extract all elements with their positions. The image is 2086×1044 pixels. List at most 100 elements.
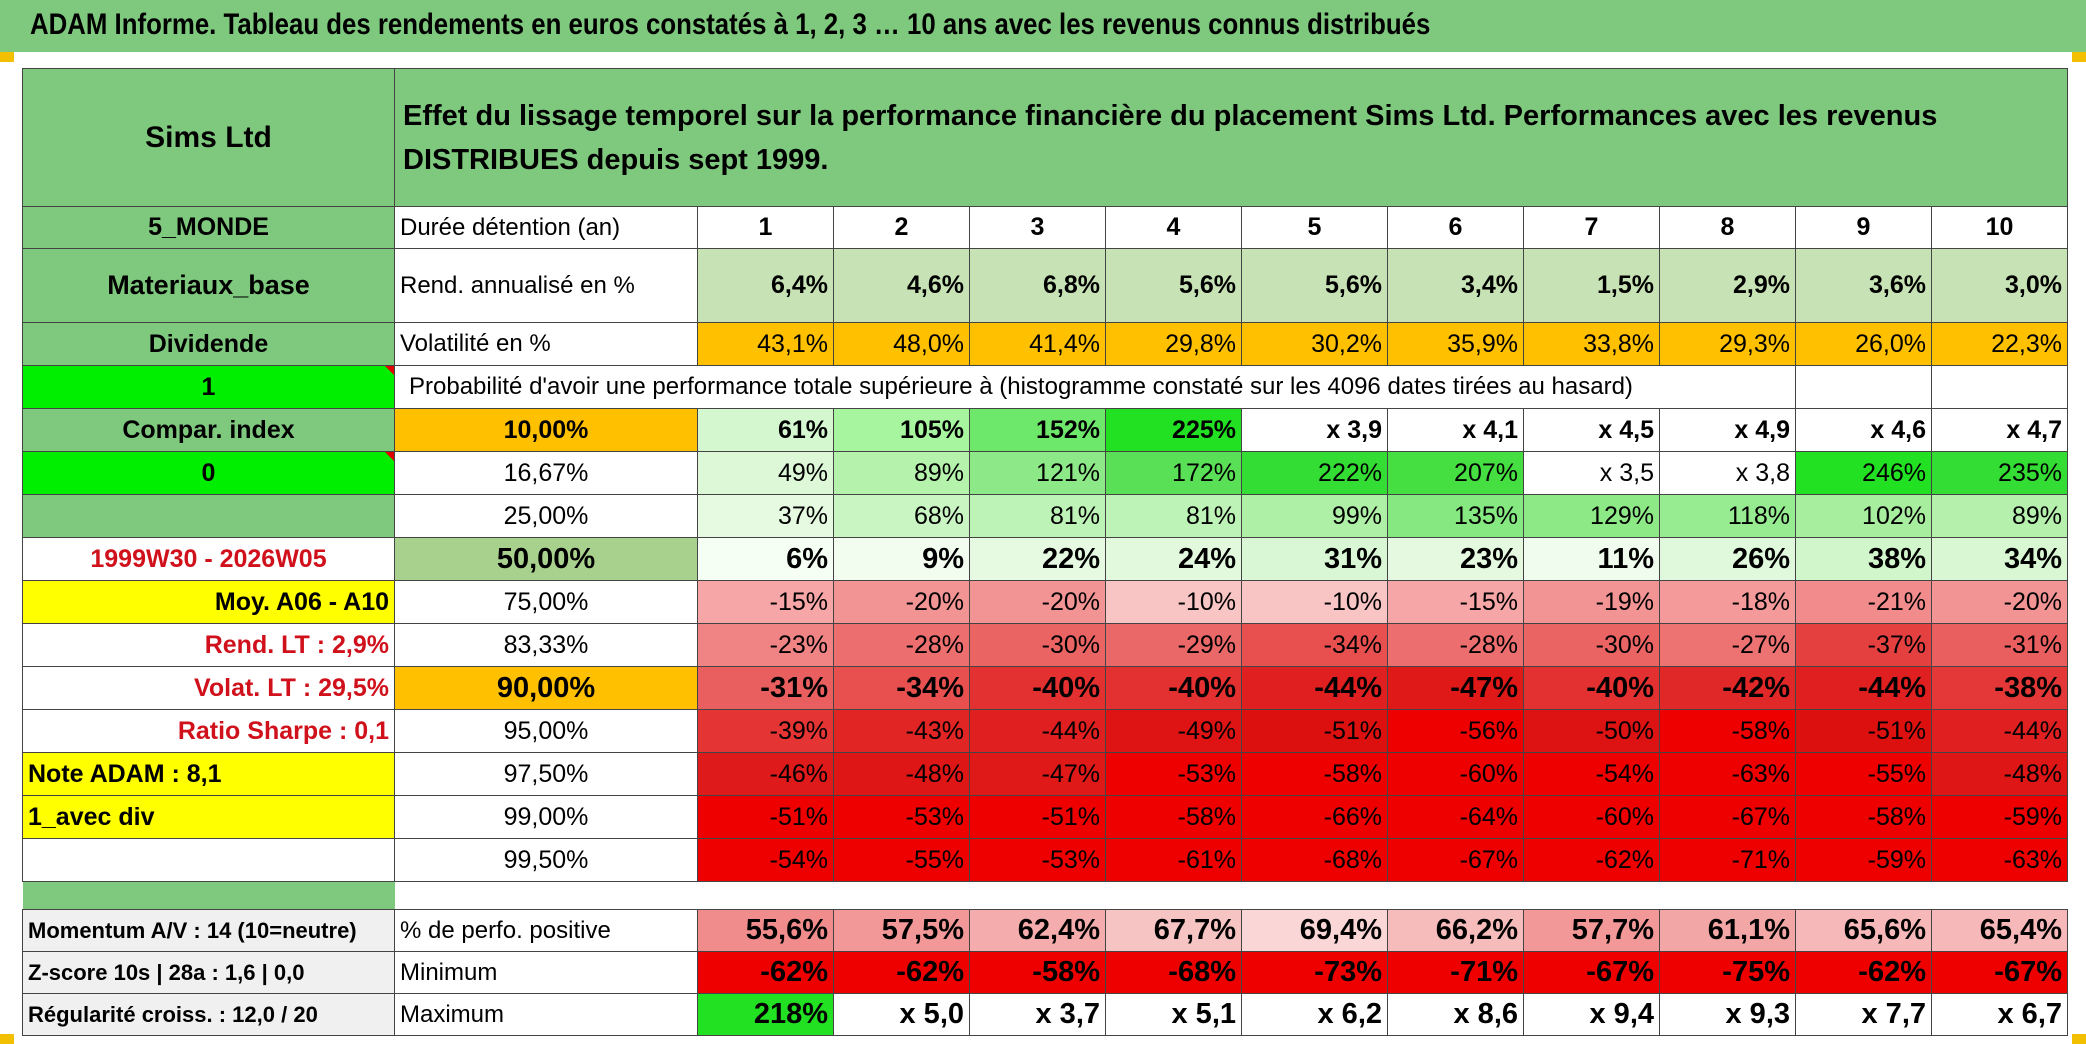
duration-header: 1 — [697, 206, 834, 249]
volatility-cell: 33,8% — [1523, 322, 1660, 366]
percentile-label: 83,33% — [394, 623, 698, 667]
stat-value-cell: 66,2% — [1387, 909, 1524, 952]
stat-value-cell: 55,6% — [697, 909, 834, 952]
percentile-value-cell: x 4,9 — [1659, 408, 1796, 452]
percentile-value-cell: 81% — [969, 494, 1106, 538]
spacer-green — [22, 881, 395, 910]
duration-header: 9 — [1795, 206, 1932, 249]
volat-lt-label: Volat. LT : 29,5% — [22, 666, 395, 710]
duration-header: 5 — [1241, 206, 1388, 249]
sharpe-label: Ratio Sharpe : 0,1 — [22, 709, 395, 753]
percentile-value-cell: 207% — [1387, 451, 1524, 495]
percentile-value-cell: -44% — [969, 709, 1106, 753]
percentile-value-cell: -29% — [1105, 623, 1242, 667]
percentile-value-cell: -23% — [697, 623, 834, 667]
percentile-value-cell: -54% — [1523, 752, 1660, 796]
percentile-value-cell: 81% — [1105, 494, 1242, 538]
percentile-value-cell: -67% — [1659, 795, 1796, 839]
empty-left-cell — [22, 494, 395, 538]
empty-left-cell — [22, 838, 395, 882]
percentile-value-cell: 152% — [969, 408, 1106, 452]
percentile-value-cell: -34% — [1241, 623, 1388, 667]
percentile-label: 50,00% — [394, 537, 698, 581]
percentile-value-cell: -63% — [1659, 752, 1796, 796]
percentile-value-cell: 23% — [1387, 537, 1524, 581]
percentile-value-cell: x 4,5 — [1523, 408, 1660, 452]
percentile-value-cell: 135% — [1387, 494, 1524, 538]
percentile-value-cell: -37% — [1795, 623, 1932, 667]
stat-value-cell: x 7,7 — [1795, 993, 1932, 1036]
annualized-return-cell: 3,0% — [1931, 248, 2068, 323]
percentile-value-cell: -55% — [833, 838, 970, 882]
vol-label: Volatilité en % — [394, 322, 698, 366]
percentile-value-cell: -20% — [1931, 580, 2068, 624]
adam-note: Note ADAM : 8,1 — [22, 752, 395, 796]
percentile-value-cell: -15% — [1387, 580, 1524, 624]
percentile-value-cell: -30% — [969, 623, 1106, 667]
selector-cell[interactable]: 1 — [22, 365, 395, 409]
corner-marker — [0, 52, 14, 62]
percentile-value-cell: -46% — [697, 752, 834, 796]
stat-value-cell: 61,1% — [1659, 909, 1796, 952]
probability-header: Probabilité d'avoir une performance tota… — [394, 365, 1796, 409]
annualized-return-cell: 6,4% — [697, 248, 834, 323]
percentile-value-cell: -67% — [1387, 838, 1524, 882]
region-label: 5_MONDE — [22, 206, 395, 249]
annualized-return-cell: 6,8% — [969, 248, 1106, 323]
percentile-value-cell: -61% — [1105, 838, 1242, 882]
percentile-label: 99,00% — [394, 795, 698, 839]
stat-value-cell: -62% — [833, 951, 970, 994]
stat-value-cell: -67% — [1931, 951, 2068, 994]
percentile-value-cell: -44% — [1795, 666, 1932, 710]
stat-value-cell: x 9,3 — [1659, 993, 1796, 1036]
percentile-value-cell: -50% — [1523, 709, 1660, 753]
volatility-cell: 29,8% — [1105, 322, 1242, 366]
percentile-label: 95,00% — [394, 709, 698, 753]
percentile-value-cell: -62% — [1523, 838, 1660, 882]
percentile-value-cell: -27% — [1659, 623, 1796, 667]
performance-table: Sims Ltd Effet du lissage temporel sur l… — [22, 68, 2068, 1036]
percentile-value-cell: 37% — [697, 494, 834, 538]
annualized-return-cell: 5,6% — [1241, 248, 1388, 323]
percentile-value-cell: -39% — [697, 709, 834, 753]
percentile-value-cell: -59% — [1795, 838, 1932, 882]
avec-div-label: 1_avec div — [22, 795, 395, 839]
percentile-value-cell: -15% — [697, 580, 834, 624]
corner-marker — [2072, 52, 2086, 62]
percentile-value-cell: -40% — [1523, 666, 1660, 710]
rend-label: Rend. annualisé en % — [394, 248, 698, 323]
percentile-value-cell: x 3,9 — [1241, 408, 1388, 452]
percentile-value-cell: -64% — [1387, 795, 1524, 839]
indicator-label: Momentum A/V : 14 (10=neutre) — [22, 909, 395, 952]
stat-value-cell: 67,7% — [1105, 909, 1242, 952]
percentile-value-cell: 225% — [1105, 408, 1242, 452]
percentile-value-cell: -42% — [1659, 666, 1796, 710]
annualized-return-cell: 4,6% — [833, 248, 970, 323]
percentile-value-cell: -66% — [1241, 795, 1388, 839]
percentile-value-cell: -51% — [1795, 709, 1932, 753]
stat-value-cell: -62% — [1795, 951, 1932, 994]
compar-index-value[interactable]: 0 — [22, 451, 395, 495]
stat-value-cell: x 5,0 — [833, 993, 970, 1036]
table-description: Effet du lissage temporel sur la perform… — [394, 68, 2068, 207]
percentile-label: 75,00% — [394, 580, 698, 624]
percentile-value-cell: 9% — [833, 537, 970, 581]
duration-header: 10 — [1931, 206, 2068, 249]
stat-label: Minimum — [394, 951, 698, 994]
percentile-value-cell: -30% — [1523, 623, 1660, 667]
rend-lt-label: Rend. LT : 2,9% — [22, 623, 395, 667]
percentile-value-cell: -53% — [969, 838, 1106, 882]
percentile-value-cell: 99% — [1241, 494, 1388, 538]
percentile-value-cell: -71% — [1659, 838, 1796, 882]
percentile-value-cell: -58% — [1241, 752, 1388, 796]
percentile-value-cell: 61% — [697, 408, 834, 452]
percentile-value-cell: -10% — [1105, 580, 1242, 624]
duration-header: 7 — [1523, 206, 1660, 249]
stat-value-cell: 57,5% — [833, 909, 970, 952]
duration-header: 2 — [833, 206, 970, 249]
percentile-value-cell: -43% — [833, 709, 970, 753]
indicator-label: Z-score 10s | 28a : 1,6 | 0,0 — [22, 951, 395, 994]
volatility-cell: 22,3% — [1931, 322, 2068, 366]
percentile-value-cell: 24% — [1105, 537, 1242, 581]
stat-value-cell: 65,4% — [1931, 909, 2068, 952]
